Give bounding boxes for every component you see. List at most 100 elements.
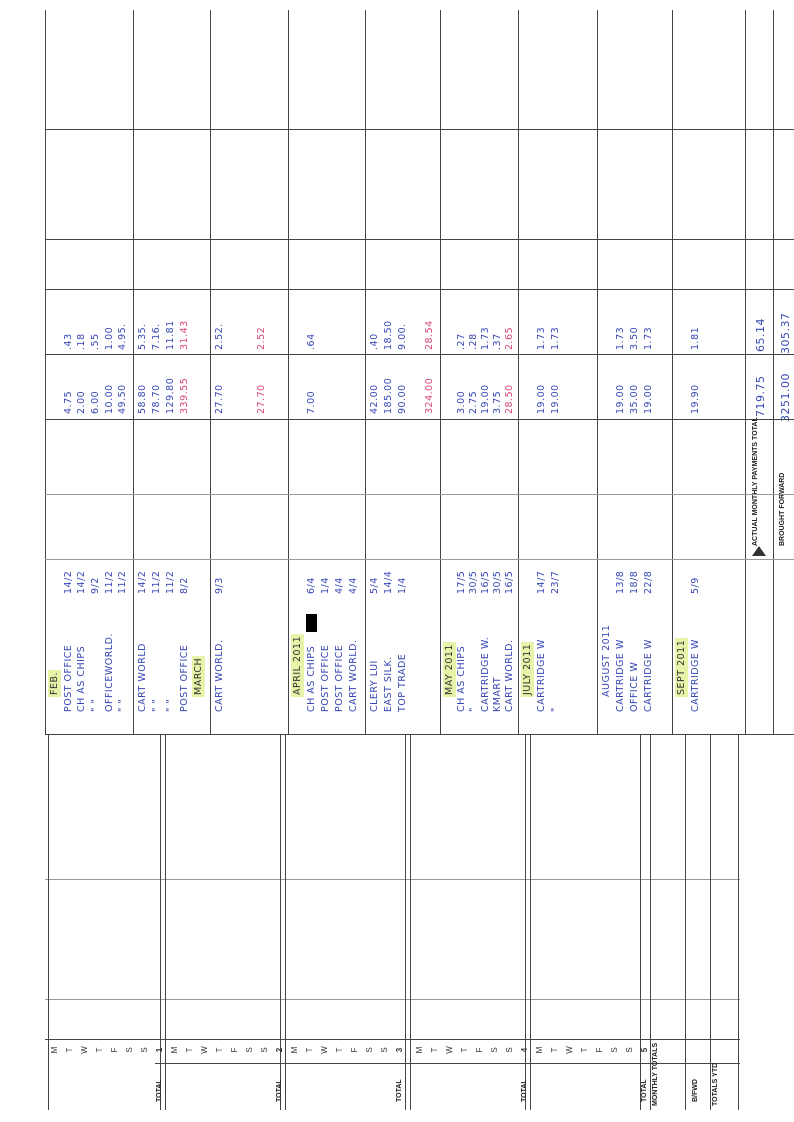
entry-amount: 27.70 bbox=[256, 384, 267, 414]
column-divider bbox=[45, 879, 740, 880]
day-label: F bbox=[230, 1047, 239, 1053]
entry-vat: 31.43 bbox=[179, 320, 190, 350]
entry-date: 5/4 bbox=[369, 577, 380, 594]
entry-amount: 4.75 bbox=[62, 390, 74, 414]
up-arrow-icon bbox=[752, 546, 766, 556]
entry-description: POST OFFICE bbox=[62, 644, 74, 712]
entry-description: CART WORLD. bbox=[348, 639, 359, 712]
day-label: W bbox=[320, 1046, 329, 1054]
entry-amount: 28.50 bbox=[504, 384, 515, 414]
entry-vat: 1.00 bbox=[103, 326, 115, 350]
entry-description: CART WORLD. bbox=[504, 639, 515, 712]
entry-description: EAST SILK. bbox=[382, 656, 394, 712]
week-number: 1 bbox=[155, 1047, 164, 1053]
week-total-label: TOTAL bbox=[396, 1079, 403, 1102]
column-divider bbox=[45, 494, 794, 495]
entry-description: " " bbox=[151, 698, 162, 712]
week-number: 4 bbox=[520, 1047, 529, 1053]
entry-date: 5/9 bbox=[690, 577, 701, 594]
entry-vat: .43 bbox=[62, 333, 74, 350]
day-label: T bbox=[460, 1047, 469, 1053]
day-label: T bbox=[95, 1047, 104, 1053]
entry-description: TOP TRADE bbox=[396, 653, 408, 712]
day-label: F bbox=[595, 1047, 604, 1053]
entry-description: CARTRIDGE W bbox=[643, 639, 654, 712]
entry-description: CLERY LUI bbox=[369, 660, 380, 712]
week-number: 3 bbox=[395, 1047, 404, 1053]
entry-description: CART WORLD bbox=[137, 643, 148, 712]
totals-ytd-label: TOTALS YTD bbox=[712, 1062, 719, 1106]
day-label: M bbox=[290, 1046, 299, 1054]
entry-date: 8/2 bbox=[179, 577, 190, 594]
week-total-label: TOTAL bbox=[521, 1079, 528, 1102]
entry-amount: 78.70 bbox=[151, 384, 162, 414]
entry-date: 14/2 bbox=[137, 570, 148, 594]
entry-date: 4/4 bbox=[348, 577, 359, 594]
entry-vat: 9.00. bbox=[396, 323, 408, 350]
column-divider bbox=[45, 354, 794, 355]
redaction-block bbox=[306, 614, 317, 632]
entry-amount: 58.80 bbox=[137, 384, 148, 414]
day-label: W bbox=[445, 1046, 454, 1054]
day-label: T bbox=[430, 1047, 439, 1053]
entry-amount: 19.00 bbox=[643, 384, 654, 414]
entry-amount: 2.00 bbox=[76, 390, 88, 414]
row-divider bbox=[773, 10, 774, 735]
entry-description: OFFICE W bbox=[629, 661, 640, 712]
entry-date: 6/4 bbox=[306, 577, 317, 594]
column-divider bbox=[45, 999, 740, 1000]
week-total-label: TOTAL bbox=[641, 1079, 648, 1102]
day-label: S bbox=[365, 1047, 374, 1053]
day-label: F bbox=[475, 1047, 484, 1053]
row-divider bbox=[530, 735, 531, 1110]
row-divider bbox=[710, 735, 711, 1110]
day-label: S bbox=[125, 1047, 134, 1053]
entry-amount: 19.00 bbox=[536, 384, 547, 414]
column-divider bbox=[45, 734, 794, 735]
column-divider bbox=[45, 129, 794, 130]
day-label: S bbox=[625, 1047, 634, 1053]
day-label: S bbox=[505, 1047, 514, 1053]
row-divider bbox=[133, 10, 134, 735]
entry-description: POST OFFICE bbox=[334, 644, 345, 712]
row-divider bbox=[672, 10, 673, 735]
month-heading: SEPT 2011 bbox=[675, 637, 688, 697]
row-divider bbox=[518, 10, 519, 735]
row-divider bbox=[597, 10, 598, 735]
entry-amount: 129.80 bbox=[165, 377, 176, 414]
row-divider bbox=[210, 10, 211, 735]
day-label: M bbox=[415, 1046, 424, 1054]
day-label: F bbox=[110, 1047, 119, 1053]
entry-vat: 1.73 bbox=[615, 326, 626, 350]
entry-description: " " bbox=[90, 698, 101, 712]
entry-date: 11/2 bbox=[103, 570, 115, 594]
entry-amount: 6.00 bbox=[90, 390, 101, 414]
day-label: T bbox=[215, 1047, 224, 1053]
day-label: M bbox=[170, 1046, 179, 1054]
entry-vat: 18.50 bbox=[382, 320, 394, 350]
brought-amount: 3251.00 bbox=[779, 373, 792, 422]
entry-vat: 1.73 bbox=[550, 326, 561, 350]
row-divider bbox=[48, 735, 49, 1110]
entry-amount: 19.00 bbox=[550, 384, 561, 414]
entry-vat: .40 bbox=[369, 333, 380, 350]
month-heading: FEB. bbox=[48, 669, 61, 697]
row-divider bbox=[650, 735, 651, 1110]
entry-amount: 185.00 bbox=[382, 377, 394, 414]
row-divider bbox=[738, 735, 739, 1110]
entry-vat: .18 bbox=[76, 333, 88, 350]
day-label: S bbox=[610, 1047, 619, 1053]
entry-date: 14/4 bbox=[382, 570, 394, 594]
entry-vat: 3.50 bbox=[629, 326, 640, 350]
row-divider bbox=[165, 735, 166, 1110]
entry-date: 1/4 bbox=[396, 577, 408, 594]
column-divider bbox=[45, 1039, 740, 1040]
entry-vat: 4.95. bbox=[117, 323, 129, 350]
row-divider bbox=[410, 735, 411, 1110]
entry-date: 13/8 bbox=[615, 570, 626, 594]
day-label: S bbox=[490, 1047, 499, 1053]
day-label: W bbox=[80, 1046, 89, 1054]
actual-amount: 719.75 bbox=[754, 375, 767, 418]
month-heading: JULY 2011 bbox=[521, 641, 534, 697]
day-label: M bbox=[535, 1046, 544, 1054]
